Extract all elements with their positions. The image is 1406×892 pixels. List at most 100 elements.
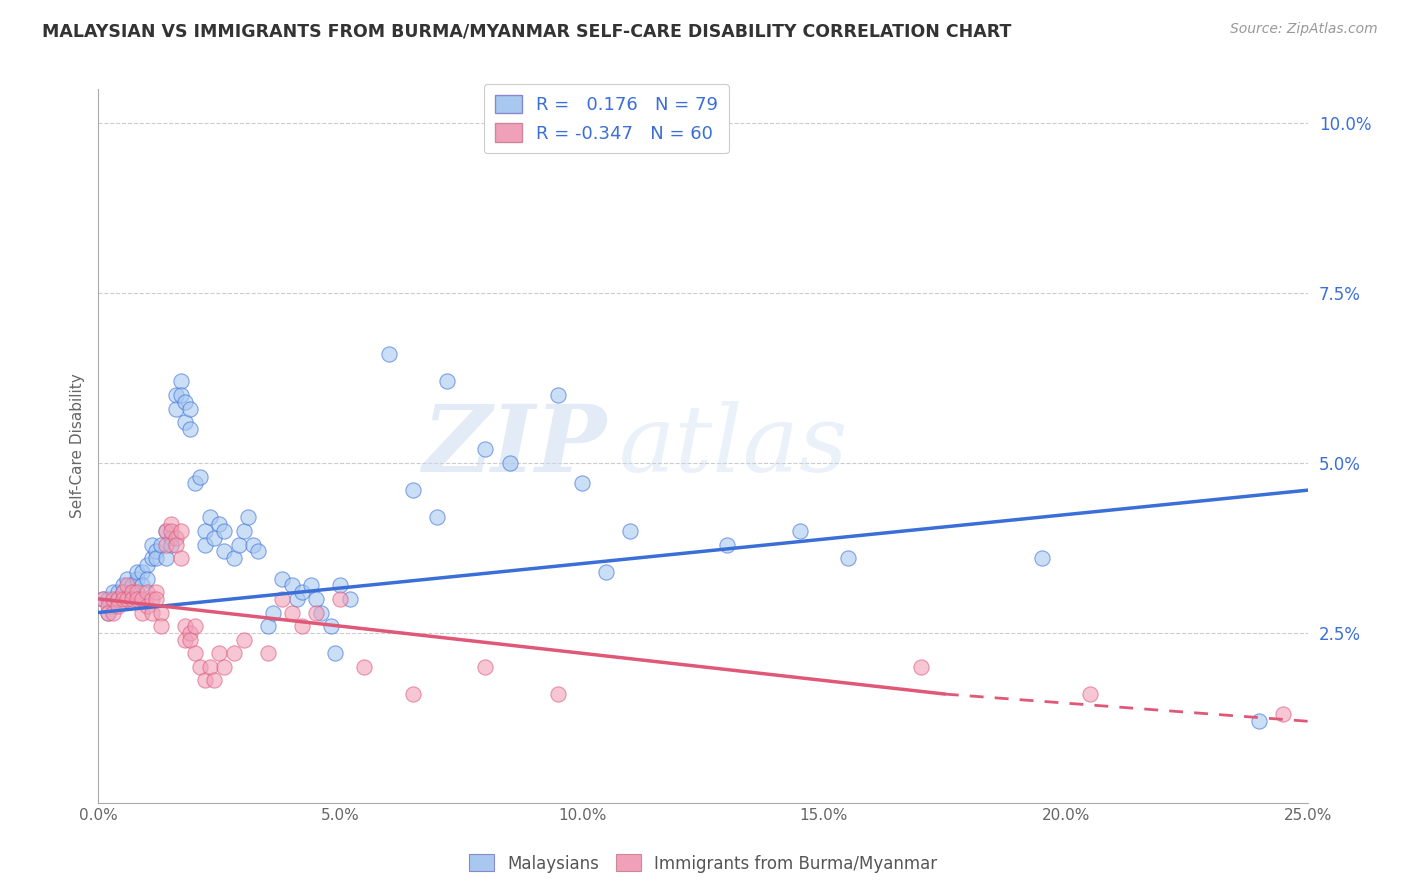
Point — [145, 551, 167, 566]
Point — [571, 476, 593, 491]
Point — [155, 537, 177, 551]
Point — [145, 544, 167, 558]
Point — [595, 565, 617, 579]
Point — [619, 524, 641, 538]
Point — [165, 401, 187, 416]
Point — [271, 591, 294, 606]
Point — [204, 531, 226, 545]
Point — [141, 537, 163, 551]
Point — [150, 606, 173, 620]
Point — [174, 415, 197, 429]
Point — [547, 687, 569, 701]
Point — [101, 606, 124, 620]
Point — [131, 591, 153, 606]
Y-axis label: Self-Care Disability: Self-Care Disability — [69, 374, 84, 518]
Point — [402, 483, 425, 498]
Point — [547, 388, 569, 402]
Point — [305, 591, 328, 606]
Point — [107, 591, 129, 606]
Point — [165, 388, 187, 402]
Point — [121, 578, 143, 592]
Point — [325, 646, 347, 660]
Point — [1249, 714, 1271, 729]
Point — [155, 524, 177, 538]
Point — [212, 544, 235, 558]
Point — [141, 591, 163, 606]
Point — [179, 401, 201, 416]
Point — [155, 524, 177, 538]
Point — [262, 606, 284, 620]
Point — [121, 591, 143, 606]
Point — [101, 591, 124, 606]
Point — [107, 585, 129, 599]
Point — [436, 375, 458, 389]
Point — [353, 660, 375, 674]
Point — [135, 572, 157, 586]
Text: Source: ZipAtlas.com: Source: ZipAtlas.com — [1230, 22, 1378, 37]
Text: MALAYSIAN VS IMMIGRANTS FROM BURMA/MYANMAR SELF-CARE DISABILITY CORRELATION CHAR: MALAYSIAN VS IMMIGRANTS FROM BURMA/MYANM… — [42, 22, 1011, 40]
Point — [165, 531, 187, 545]
Point — [474, 660, 496, 674]
Point — [155, 551, 177, 566]
Point — [165, 537, 187, 551]
Point — [127, 565, 149, 579]
Point — [299, 578, 322, 592]
Point — [174, 632, 197, 647]
Point — [1272, 707, 1295, 722]
Point — [256, 619, 278, 633]
Point — [188, 660, 211, 674]
Point — [222, 646, 245, 660]
Point — [247, 544, 270, 558]
Point — [135, 558, 157, 572]
Point — [111, 578, 134, 592]
Point — [117, 591, 139, 606]
Point — [319, 619, 342, 633]
Point — [204, 673, 226, 688]
Point — [281, 606, 304, 620]
Point — [1078, 687, 1101, 701]
Point — [179, 632, 201, 647]
Point — [222, 551, 245, 566]
Point — [91, 591, 114, 606]
Point — [285, 591, 308, 606]
Point — [127, 585, 149, 599]
Point — [145, 591, 167, 606]
Point — [169, 524, 191, 538]
Point — [329, 578, 352, 592]
Point — [97, 606, 120, 620]
Point — [131, 565, 153, 579]
Point — [271, 572, 294, 586]
Point — [1031, 551, 1053, 566]
Point — [184, 646, 207, 660]
Text: atlas: atlas — [619, 401, 848, 491]
Point — [107, 591, 129, 606]
Point — [160, 531, 183, 545]
Point — [208, 517, 231, 532]
Point — [160, 537, 183, 551]
Point — [101, 599, 124, 613]
Point — [309, 606, 332, 620]
Point — [150, 537, 173, 551]
Point — [716, 537, 738, 551]
Point — [837, 551, 859, 566]
Point — [135, 599, 157, 613]
Point — [145, 585, 167, 599]
Point — [498, 456, 520, 470]
Point — [127, 591, 149, 606]
Point — [228, 537, 250, 551]
Point — [238, 510, 260, 524]
Point — [179, 422, 201, 436]
Point — [131, 606, 153, 620]
Point — [184, 476, 207, 491]
Point — [256, 646, 278, 660]
Point — [212, 660, 235, 674]
Point — [194, 524, 217, 538]
Point — [160, 517, 183, 532]
Point — [117, 572, 139, 586]
Text: ZIP: ZIP — [422, 401, 606, 491]
Point — [290, 585, 312, 599]
Point — [179, 626, 201, 640]
Point — [174, 394, 197, 409]
Point — [789, 524, 811, 538]
Point — [169, 388, 191, 402]
